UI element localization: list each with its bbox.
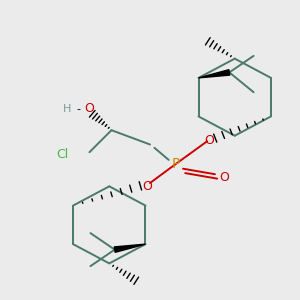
Text: H: H bbox=[63, 104, 72, 114]
Text: O: O bbox=[142, 180, 152, 193]
Text: O: O bbox=[205, 134, 214, 147]
Text: -: - bbox=[76, 104, 80, 114]
Text: O: O bbox=[219, 171, 229, 184]
Text: P: P bbox=[171, 157, 179, 171]
Polygon shape bbox=[114, 244, 146, 252]
Text: O: O bbox=[85, 102, 94, 115]
Polygon shape bbox=[199, 70, 230, 78]
Text: Cl: Cl bbox=[56, 148, 68, 161]
